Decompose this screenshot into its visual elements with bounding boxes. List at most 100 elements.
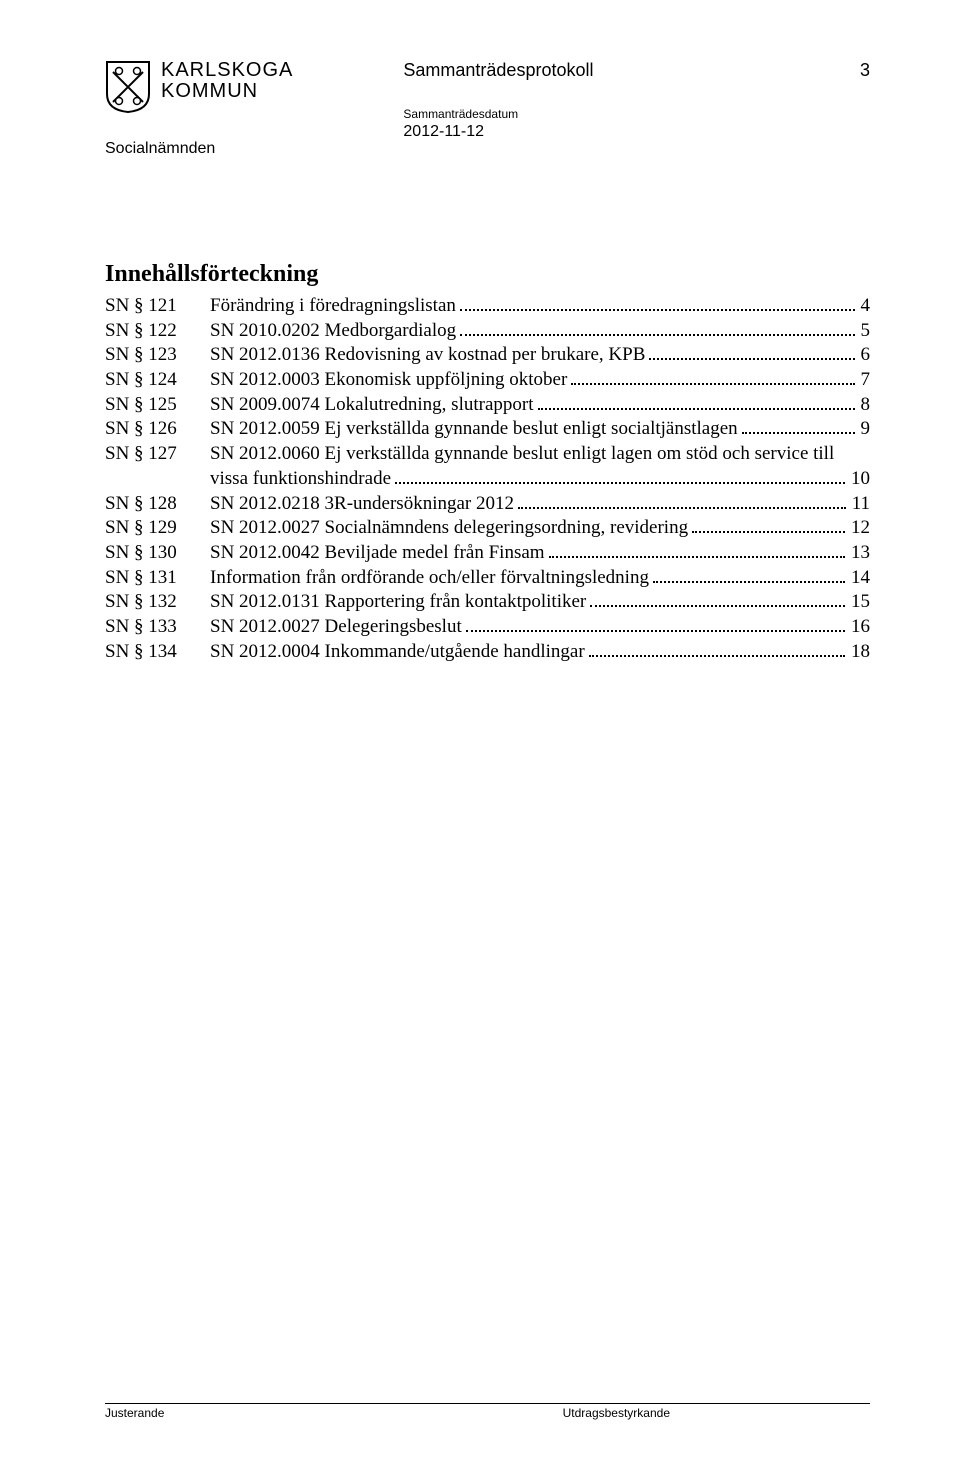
toc-section-id: SN § 129 <box>105 516 210 541</box>
content: Innehållsförteckning SN § 121Förändring … <box>105 261 870 664</box>
organization-name: KARLSKOGA KOMMUN <box>161 60 293 102</box>
toc-entry-body: SN 2012.0131 Rapportering från kontaktpo… <box>210 590 870 615</box>
meeting-date-label: Sammanträdesdatum <box>403 107 850 121</box>
toc-entry-body: SN 2012.0042 Beviljade medel från Finsam… <box>210 541 870 566</box>
toc-section-id: SN § 123 <box>105 343 210 368</box>
page: KARLSKOGA KOMMUN Sammanträdesprotokoll S… <box>0 0 960 1475</box>
toc-leader-dots <box>649 347 854 360</box>
toc-entry-title: Förändring i föredragningslistan <box>210 294 456 319</box>
footer-left: Justerande <box>105 1406 164 1420</box>
org-line2: KOMMUN <box>161 81 293 102</box>
toc-leader-dots <box>460 322 854 335</box>
toc-section-id: SN § 134 <box>105 640 210 665</box>
toc-entry-title: SN 2009.0074 Lokalutredning, slutrapport <box>210 393 534 418</box>
toc-entry-page: 7 <box>859 368 871 393</box>
toc-row: SN § 125SN 2009.0074 Lokalutredning, slu… <box>105 393 870 418</box>
toc-entry-page: 15 <box>849 590 870 615</box>
toc-entry-title: SN 2012.0027 Socialnämndens delegeringso… <box>210 516 688 541</box>
toc-entry-page: 8 <box>859 393 871 418</box>
toc-entry-body: Förändring i föredragningslistan 4 <box>210 294 870 319</box>
header-center: Sammanträdesprotokoll Sammanträdesdatum … <box>293 60 850 141</box>
toc-row: SN § 131Information från ordförande och/… <box>105 566 870 591</box>
toc-row: SN § 133SN 2012.0027 Delegeringsbeslut 16 <box>105 615 870 640</box>
toc-leader-dots <box>549 545 845 558</box>
committee-name: Socialnämnden <box>105 140 215 158</box>
toc-entry-title: SN 2012.0060 Ej verkställda gynnande bes… <box>210 442 834 467</box>
toc-entry-page: 13 <box>849 541 870 566</box>
toc-heading: Innehållsförteckning <box>105 261 870 288</box>
toc-section-id: SN § 126 <box>105 417 210 442</box>
toc-entry-page: 4 <box>859 294 871 319</box>
toc-entry-title: SN 2012.0027 Delegeringsbeslut <box>210 615 462 640</box>
toc-entry-body: SN 2009.0074 Lokalutredning, slutrapport… <box>210 393 870 418</box>
toc-entry-title: SN 2012.0131 Rapportering från kontaktpo… <box>210 590 586 615</box>
toc-entry-body: SN 2012.0218 3R-undersökningar 2012 11 <box>210 492 870 517</box>
toc-entry-body: Information från ordförande och/eller fö… <box>210 566 870 591</box>
meeting-date-value: 2012-11-12 <box>403 123 850 141</box>
toc-row: SN § 122SN 2010.0202 Medborgardialog 5 <box>105 319 870 344</box>
toc-entry-page: 14 <box>849 566 870 591</box>
toc-section-id: SN § 125 <box>105 393 210 418</box>
toc-leader-dots <box>653 569 845 582</box>
toc-leader-dots <box>742 421 855 434</box>
toc-row: SN § 132SN 2012.0131 Rapportering från k… <box>105 590 870 615</box>
toc-entry-body: SN 2012.0136 Redovisning av kostnad per … <box>210 343 870 368</box>
toc-entry-body: SN 2012.0004 Inkommande/utgående handlin… <box>210 640 870 665</box>
toc-leader-dots <box>460 298 855 311</box>
toc-entry-title: SN 2012.0218 3R-undersökningar 2012 <box>210 492 514 517</box>
toc-row: SN § 124SN 2012.0003 Ekonomisk uppföljni… <box>105 368 870 393</box>
toc-entry-title: Information från ordförande och/eller fö… <box>210 566 649 591</box>
toc-entry-page: 18 <box>849 640 870 665</box>
toc-section-id: SN § 131 <box>105 566 210 591</box>
toc-entry-page: 5 <box>859 319 871 344</box>
table-of-contents: SN § 121Förändring i föredragningslistan… <box>105 294 870 664</box>
toc-entry-title: SN 2012.0004 Inkommande/utgående handlin… <box>210 640 585 665</box>
toc-entry-title: SN 2012.0042 Beviljade medel från Finsam <box>210 541 545 566</box>
document-title: Sammanträdesprotokoll <box>403 60 850 81</box>
toc-entry-title-cont: vissa funktionshindrade <box>210 467 391 492</box>
toc-section-id: SN § 124 <box>105 368 210 393</box>
toc-entry-title: SN 2010.0202 Medborgardialog <box>210 319 456 344</box>
toc-entry-title: SN 2012.0003 Ekonomisk uppföljning oktob… <box>210 368 567 393</box>
toc-row: SN § 130SN 2012.0042 Beviljade medel frå… <box>105 541 870 566</box>
toc-entry-title: SN 2012.0136 Redovisning av kostnad per … <box>210 343 645 368</box>
toc-entry-body: SN 2012.0003 Ekonomisk uppföljning oktob… <box>210 368 870 393</box>
toc-row: SN § 123SN 2012.0136 Redovisning av kost… <box>105 343 870 368</box>
toc-row: SN § 129SN 2012.0027 Socialnämndens dele… <box>105 516 870 541</box>
header-left: KARLSKOGA KOMMUN <box>105 60 293 114</box>
toc-entry-body: SN 2010.0202 Medborgardialog 5 <box>210 319 870 344</box>
toc-row: SN § 127SN 2012.0060 Ej verkställda gynn… <box>105 442 870 491</box>
toc-section-id: SN § 122 <box>105 319 210 344</box>
toc-entry-page: 16 <box>849 615 870 640</box>
toc-leader-dots <box>466 619 845 632</box>
page-number: 3 <box>850 60 870 81</box>
municipal-crest-icon <box>105 60 151 114</box>
toc-entry-body: SN 2012.0059 Ej verkställda gynnande bes… <box>210 417 870 442</box>
toc-row: SN § 128SN 2012.0218 3R-undersökningar 2… <box>105 492 870 517</box>
toc-section-id: SN § 132 <box>105 590 210 615</box>
toc-row: SN § 134 SN 2012.0004 Inkommande/utgåend… <box>105 640 870 665</box>
footer: Justerande Utdragsbestyrkande <box>105 1403 870 1420</box>
toc-section-id: SN § 133 <box>105 615 210 640</box>
toc-leader-dots <box>571 372 854 385</box>
toc-leader-dots <box>518 495 846 508</box>
toc-section-id: SN § 121 <box>105 294 210 319</box>
toc-entry-body: SN 2012.0027 Socialnämndens delegeringso… <box>210 516 870 541</box>
toc-entry-title: SN 2012.0059 Ej verkställda gynnande bes… <box>210 417 738 442</box>
toc-entry-page: 11 <box>850 492 870 517</box>
toc-leader-dots <box>589 643 845 656</box>
toc-entry-page: 10 <box>849 467 870 492</box>
toc-leader-dots <box>590 594 845 607</box>
footer-right: Utdragsbestyrkande <box>563 1406 870 1420</box>
toc-entry-page: 6 <box>859 343 871 368</box>
toc-row: SN § 126SN 2012.0059 Ej verkställda gynn… <box>105 417 870 442</box>
toc-leader-dots <box>395 471 845 484</box>
org-line1: KARLSKOGA <box>161 60 293 81</box>
toc-leader-dots <box>538 396 855 409</box>
toc-leader-dots <box>692 520 845 533</box>
toc-section-id: SN § 130 <box>105 541 210 566</box>
toc-section-id: SN § 127 <box>105 442 210 467</box>
toc-entry-body: SN 2012.0027 Delegeringsbeslut 16 <box>210 615 870 640</box>
toc-entry-page: 12 <box>849 516 870 541</box>
toc-section-id: SN § 128 <box>105 492 210 517</box>
